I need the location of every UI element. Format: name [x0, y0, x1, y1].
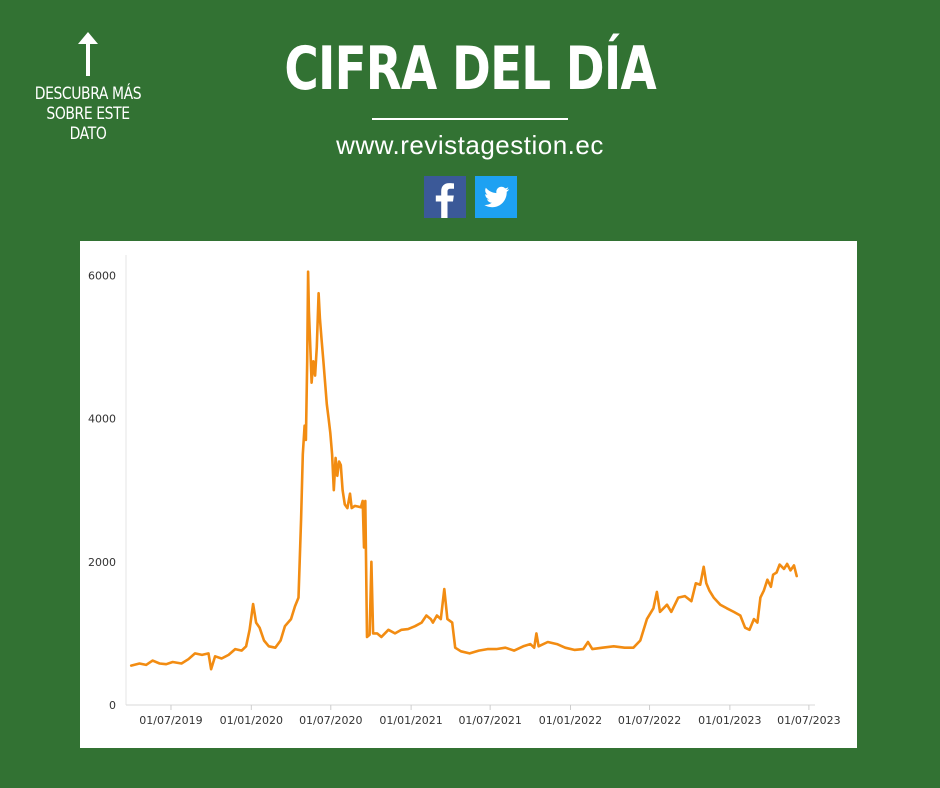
x-tick-label: 01/07/2020: [299, 714, 362, 727]
page-title: CIFRA DEL DÍA: [284, 34, 656, 104]
twitter-icon: [484, 186, 510, 208]
y-tick-label: 4000: [88, 413, 116, 426]
x-axis: 01/07/2019 01/01/2020 01/07/2020 01/01/2021…: [126, 704, 841, 727]
title-divider: [372, 118, 568, 120]
y-axis: 0 2000 4000 6000: [88, 255, 127, 712]
series-line: [129, 270, 798, 671]
x-tick-label: 01/07/2019: [139, 714, 202, 727]
facebook-button[interactable]: [424, 176, 466, 218]
x-tick-label: 01/07/2021: [458, 714, 521, 727]
facebook-icon: [435, 183, 454, 218]
arrow-up-icon: [78, 32, 98, 76]
y-tick-label: 2000: [88, 556, 116, 569]
side-note-text: DESCUBRA MÁS SOBRE ESTE DATO: [34, 84, 142, 144]
x-tick-label: 01/01/2022: [539, 714, 602, 727]
y-tick-label: 6000: [88, 269, 116, 282]
twitter-button[interactable]: [475, 176, 517, 218]
y-tick-label: 0: [109, 699, 116, 712]
x-tick-label: 01/07/2022: [618, 714, 681, 727]
side-note[interactable]: DESCUBRA MÁS SOBRE ESTE DATO: [18, 30, 158, 144]
chart-card: 0 2000 4000 6000 01/07/2019 01/01/2020 01/07/…: [80, 241, 857, 748]
website-url[interactable]: www.revistagestion.ec: [336, 130, 604, 160]
x-tick-label: 01/01/2021: [379, 714, 442, 727]
x-tick-label: 01/01/2023: [698, 714, 761, 727]
x-tick-label: 01/01/2020: [220, 714, 283, 727]
series-layer: [129, 270, 798, 671]
x-tick-label: 01/07/2023: [777, 714, 840, 727]
